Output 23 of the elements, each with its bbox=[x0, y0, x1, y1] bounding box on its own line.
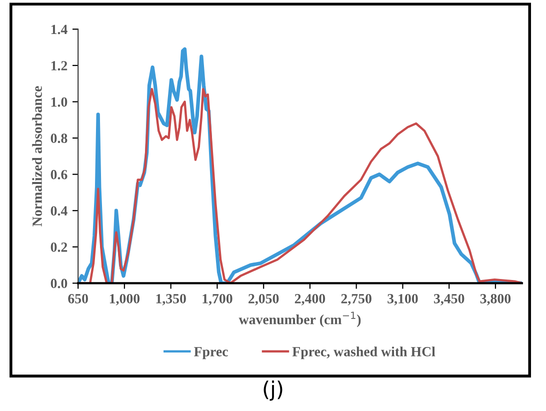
y-tick-label: 0.0 bbox=[50, 278, 68, 288]
x-tick-label: 2,750 bbox=[341, 294, 372, 306]
y-tick-label: 0.4 bbox=[50, 206, 68, 216]
legend-label: Fprec, washed with HCl bbox=[292, 346, 436, 360]
x-tick-label: 1,700 bbox=[202, 294, 232, 306]
y-axis-title: Normalized absorbance bbox=[32, 86, 42, 226]
x-tick-label: 3,450 bbox=[434, 294, 464, 306]
legend-label: Fprec bbox=[194, 347, 228, 360]
y-tick-label: 0.6 bbox=[50, 170, 68, 180]
x-tick-label: 3,100 bbox=[388, 294, 418, 306]
x-tick-label: 2,050 bbox=[248, 294, 279, 306]
x-tick-label: 650 bbox=[68, 294, 88, 304]
x-tick-label: 1,350 bbox=[156, 294, 186, 306]
y-tick-label: 0.2 bbox=[50, 242, 68, 252]
y-tick-label: 1.2 bbox=[51, 61, 68, 70]
x-tick-label: 1,000 bbox=[110, 294, 140, 306]
y-tick-label: 0.8 bbox=[50, 134, 68, 144]
x-axis-title: wavenumber (cm$^{−1}$) bbox=[238, 312, 361, 328]
text: (j) bbox=[264, 380, 282, 401]
y-tick-label: 1.4 bbox=[51, 24, 68, 34]
y-tick-label: 1.0 bbox=[51, 97, 68, 107]
x-tick-label: 2,400 bbox=[294, 294, 326, 306]
x-tick-label: 3,800 bbox=[480, 294, 511, 306]
